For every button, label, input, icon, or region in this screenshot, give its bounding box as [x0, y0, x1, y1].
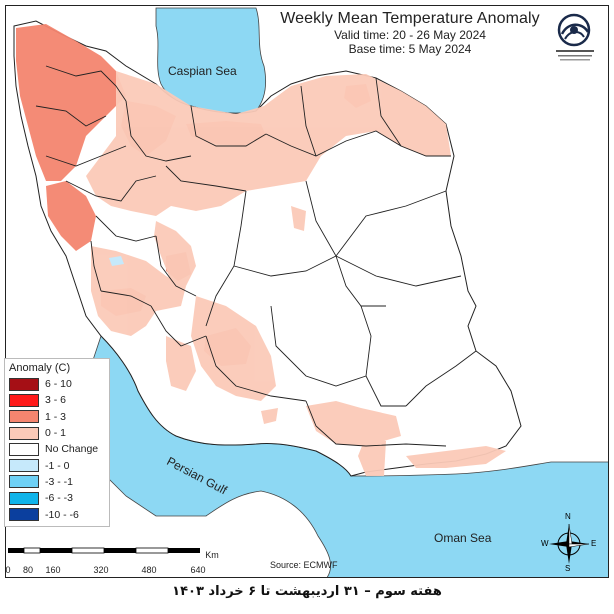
- footer-caption: هفته سوم – ۳۱ اردیبهشت تا ۶ خرداد ۱۴۰۳: [172, 584, 442, 599]
- scale-tick: 0: [5, 565, 11, 575]
- legend-label: -1 - 0: [45, 459, 70, 472]
- oman-sea-label: Oman Sea: [434, 531, 492, 545]
- legend-label: 0 - 1: [45, 427, 67, 440]
- legend-swatch: [9, 491, 39, 505]
- compass-n: N: [565, 512, 571, 521]
- map-title: Weekly Mean Temperature Anomaly: [280, 10, 540, 27]
- legend-row: 0 - 1: [9, 425, 105, 441]
- scale-tick: 320: [93, 565, 109, 575]
- scale-tick: 80: [22, 565, 34, 575]
- caspian-sea-label: Caspian Sea: [168, 64, 237, 78]
- scale-tick: 480: [141, 565, 157, 575]
- scale-labels: 0 80 160 320 480 640 Km: [5, 548, 238, 578]
- legend-swatch: [9, 426, 39, 440]
- legend-row: No Change: [9, 441, 105, 457]
- legend-row: -1 - 0: [9, 457, 105, 473]
- title-block: Weekly Mean Temperature Anomaly Valid ti…: [260, 10, 560, 56]
- legend-row: -3 - -1: [9, 474, 105, 490]
- iran-anomaly-map: [13, 7, 608, 577]
- legend-title: Anomaly (C): [9, 362, 71, 374]
- legend-label: 1 - 3: [45, 410, 67, 423]
- anomaly-neg-patch: [109, 256, 124, 266]
- legend-label: 3 - 6: [45, 394, 67, 407]
- legend-swatch: [9, 442, 39, 456]
- scale-tick: 640: [190, 565, 206, 575]
- legend-swatch: [9, 410, 39, 424]
- legend-label: -3 - -1: [45, 475, 74, 488]
- scale-tick: 160: [45, 565, 61, 575]
- compass-w: W: [541, 539, 549, 548]
- legend-row: 1 - 3: [9, 409, 105, 425]
- organization-logo-icon: [556, 13, 594, 61]
- legend-swatch: [9, 377, 39, 391]
- scale-bar: [8, 547, 200, 554]
- legend-swatch: [9, 459, 39, 473]
- legend-row: 3 - 6: [9, 392, 105, 408]
- compass-icon: [549, 523, 590, 564]
- compass-rose: N S E W: [541, 512, 597, 573]
- legend-label: 6 - 10: [45, 378, 72, 391]
- legend-swatch: [9, 475, 39, 489]
- legend-label: -6 - -3: [45, 492, 74, 505]
- legend: Anomaly (C) 6 - 10 3 - 6 1 - 3 0 - 1 No Chan…: [4, 358, 110, 527]
- anomaly-0-1: [86, 71, 506, 476]
- map-frame: Caspian Sea Persian Gulf Oman Sea: [5, 5, 609, 578]
- legend-swatch: [9, 508, 39, 522]
- legend-label: -10 - -6: [45, 508, 79, 521]
- province-borders: [35, 65, 477, 447]
- compass-s: S: [565, 564, 571, 573]
- scale-unit: Km: [205, 550, 219, 560]
- data-source: Source: ECMWF: [270, 560, 338, 570]
- legend-swatch: [9, 393, 39, 407]
- legend-label: No Change: [45, 443, 99, 456]
- legend-row: -10 - -6: [9, 506, 105, 522]
- legend-row: -6 - -3: [9, 490, 105, 506]
- base-time: Base time: 5 May 2024: [348, 42, 472, 56]
- valid-time: Valid time: 20 - 26 May 2024: [334, 28, 486, 42]
- compass-e: E: [591, 539, 597, 548]
- legend-row: 6 - 10: [9, 376, 105, 392]
